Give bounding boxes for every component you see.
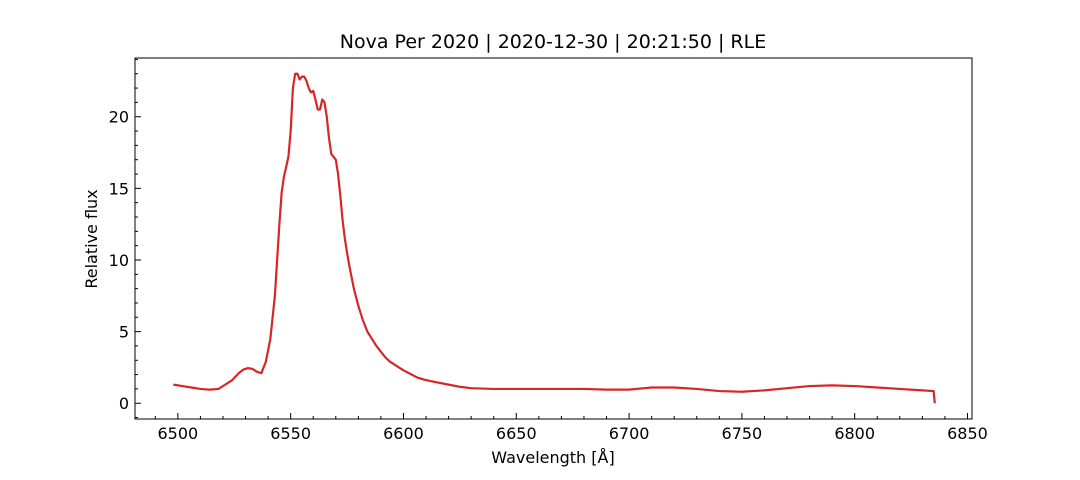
x-axis: 6500 6550 6600 6650 6700 6750 6800 6850: [154, 413, 988, 443]
y-axis-label: Relative flux: [82, 189, 101, 288]
x-tick-label: 6500: [158, 424, 199, 443]
plot-area: [173, 72, 936, 404]
x-tick-label: 6650: [496, 424, 537, 443]
chart-title: Nova Per 2020 | 2020-12-30 | 20:21:50 | …: [340, 31, 766, 53]
y-tick-label: 10: [109, 251, 129, 270]
x-tick-label: 6600: [383, 424, 424, 443]
y-tick-label: 20: [109, 108, 129, 127]
x-tick-label: 6750: [722, 424, 763, 443]
series-line-1: [173, 72, 936, 404]
x-tick-label: 6700: [609, 424, 650, 443]
plot-frame: [134, 57, 973, 420]
x-tick-label: 6550: [270, 424, 311, 443]
y-tick-label: 5: [119, 323, 129, 342]
y-axis: 0 5 10 15 20: [109, 58, 141, 419]
y-tick-label: 15: [109, 179, 129, 198]
x-axis-label: Wavelength [Å]: [491, 448, 614, 467]
x-tick-label: 6800: [834, 424, 875, 443]
x-tick-label: 6850: [947, 424, 988, 443]
y-tick-label: 0: [119, 394, 129, 413]
